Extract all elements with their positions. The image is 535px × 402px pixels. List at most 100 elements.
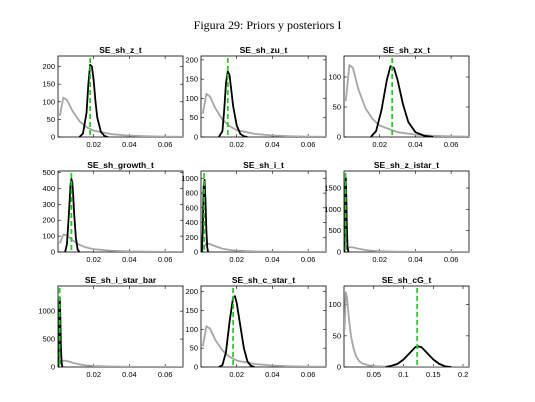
y-tick-label: 500	[328, 226, 341, 235]
prior-density-line	[58, 233, 183, 252]
x-tick-label: 0.06	[158, 255, 173, 264]
posterior-density-line	[78, 63, 109, 137]
subplot-panel: SE_sh_c_star_t 0.02 0.04 0.06 0 50 100 150 200	[185, 275, 327, 379]
prior-density-line	[344, 64, 469, 137]
y-tick-label: 400	[185, 218, 198, 227]
y-tick-label: 50	[333, 103, 341, 112]
subplot-panel: SE_sh_z_t 0.02 0.04 0.06 0 50 100 150 200	[42, 45, 184, 149]
y-tick-label: 0	[337, 248, 341, 257]
x-tick-label: 0.1	[398, 370, 408, 379]
y-tick-label: 0	[337, 133, 341, 142]
y-tick-label: 0	[337, 363, 341, 372]
plot-frame	[57, 55, 184, 138]
y-tick-label: 0	[194, 363, 198, 372]
y-tick-label: 50	[190, 113, 198, 122]
x-tick-label: 0.04	[122, 140, 137, 149]
subplot-title: SE_sh_growth_t	[87, 160, 154, 170]
y-tick-label: 200	[185, 55, 198, 64]
subplot-panel: SE_sh_zx_t 0.02 0.04 0.06 0 50 100	[328, 45, 470, 149]
x-tick-label: 0.06	[301, 255, 316, 264]
x-tick-label: 0.02	[229, 140, 244, 149]
y-tick-label: 500	[42, 168, 55, 177]
y-tick-label: 100	[328, 73, 341, 82]
x-tick-label: 0.05	[366, 370, 381, 379]
subplot-title: SE_sh_z_t	[99, 45, 142, 55]
y-tick-label: 0	[51, 363, 55, 372]
prior-density-line	[202, 242, 326, 252]
x-tick-label: 0.06	[444, 140, 459, 149]
x-tick-label: 0.06	[301, 370, 316, 379]
x-tick-label: 0.02	[372, 255, 387, 264]
y-tick-label: 200	[185, 233, 198, 242]
x-tick-label: 0.06	[158, 140, 173, 149]
y-tick-label: 100	[42, 97, 55, 106]
y-tick-label: 200	[42, 216, 55, 225]
y-tick-label: 400	[42, 184, 55, 193]
x-tick-label: 0.04	[265, 370, 280, 379]
y-tick-label: 50	[333, 331, 341, 340]
y-tick-label: 100	[185, 325, 198, 334]
x-tick-label: 0.04	[265, 255, 280, 264]
posterior-density-line	[385, 345, 452, 367]
subplot-title: SE_sh_cG_t	[382, 275, 432, 285]
subplot-panel: SE_sh_z_istar_t 0.02 0.04 0.06 0 500 1000 1500	[324, 160, 470, 264]
x-tick-label: 0.04	[122, 255, 137, 264]
prior-density-line	[58, 96, 183, 137]
subplot-title: SE_sh_z_istar_t	[374, 160, 439, 170]
y-tick-label: 50	[47, 115, 55, 124]
plot-frame	[200, 170, 327, 253]
x-tick-label: 0.04	[265, 140, 280, 149]
y-tick-label: 800	[185, 189, 198, 198]
subplot-title: SE_sh_i_t	[243, 160, 284, 170]
y-tick-label: 0	[194, 133, 198, 142]
subplot-panel: SE_sh_i_t 0.02 0.04 0.06 0 200 400 600 800 1000	[181, 160, 327, 264]
y-tick-label: 150	[185, 306, 198, 315]
prior-density-line	[201, 92, 326, 137]
plot-frame	[57, 170, 184, 253]
y-tick-label: 1000	[181, 174, 198, 183]
y-tick-label: 600	[185, 203, 198, 212]
plot-frame	[343, 285, 470, 368]
subplot-panel: SE_sh_zu_t 0.02 0.04 0.06 0 50 100 150 200	[185, 45, 327, 149]
plot-frame	[57, 285, 184, 368]
x-tick-label: 0.02	[229, 255, 244, 264]
subplot-panel: SE_sh_i_star_bar 0.02 0.04 0.06 0 500 1000	[38, 275, 184, 379]
subplot-title: SE_sh_zu_t	[240, 45, 288, 55]
prior-density-line	[344, 291, 469, 367]
prior-density-line	[345, 246, 469, 252]
y-tick-label: 1000	[324, 205, 341, 214]
subplot-panel: SE_sh_cG_t 0.05 0.1 0.15 0.2 0 50 100	[328, 275, 470, 379]
y-tick-label: 150	[42, 80, 55, 89]
y-tick-label: 1500	[324, 184, 341, 193]
x-tick-label: 0.02	[229, 370, 244, 379]
plot-frame	[343, 170, 470, 253]
posterior-density-line	[218, 295, 255, 367]
plot-frame	[200, 285, 327, 368]
x-tick-label: 0.06	[444, 255, 459, 264]
x-tick-label: 0.06	[301, 140, 316, 149]
x-tick-label: 0.02	[372, 140, 387, 149]
y-tick-label: 200	[42, 62, 55, 71]
x-tick-label: 0.2	[458, 370, 468, 379]
subplot-title: SE_sh_c_star_t	[232, 275, 295, 285]
x-tick-label: 0.15	[426, 370, 441, 379]
subplot-panel: SE_sh_growth_t 0.02 0.04 0.06 0 100 200 300 400 5…	[42, 160, 184, 264]
y-tick-label: 100	[42, 232, 55, 241]
y-tick-label: 1000	[38, 307, 55, 316]
prior-density-line	[201, 325, 326, 367]
x-tick-label: 0.02	[86, 255, 101, 264]
plot-frame	[343, 55, 470, 138]
x-tick-label: 0.02	[86, 140, 101, 149]
y-tick-label: 0	[51, 248, 55, 257]
figure-title: Figura 29: Priors y posteriors I	[193, 18, 342, 32]
y-tick-label: 100	[328, 300, 341, 309]
subplot-title: SE_sh_i_star_bar	[85, 275, 157, 285]
y-tick-label: 150	[185, 75, 198, 84]
y-tick-label: 300	[42, 200, 55, 209]
y-tick-label: 200	[185, 287, 198, 296]
subplot-title: SE_sh_zx_t	[383, 45, 430, 55]
y-tick-label: 500	[42, 335, 55, 344]
y-tick-label: 50	[190, 344, 198, 353]
y-tick-label: 0	[194, 248, 198, 257]
